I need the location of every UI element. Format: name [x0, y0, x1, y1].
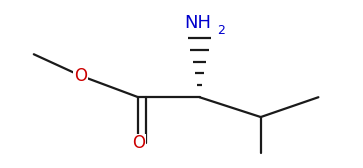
Text: O: O: [132, 134, 145, 153]
Text: O: O: [74, 67, 87, 85]
Text: 2: 2: [217, 24, 225, 37]
Text: NH: NH: [184, 14, 211, 32]
